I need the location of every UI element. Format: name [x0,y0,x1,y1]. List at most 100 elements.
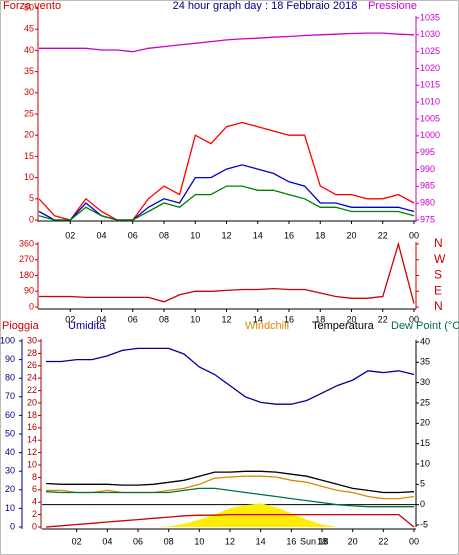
y2-tick-label: 1010 [420,97,440,107]
y2-tick-label: 1025 [420,46,440,56]
x-tick-label: 02 [65,314,75,324]
y3-tick-label: 2 [32,509,37,519]
y2-tick-label: 1035 [420,12,440,22]
y-tick-label: 0 [10,521,15,531]
y2-tick-label: E [434,283,442,297]
y-tick-label: 100 [0,335,15,345]
y3-tick-label: 12 [27,447,37,457]
y-tick-label: 45 [24,24,34,34]
y-tick-label: 0 [29,214,34,224]
x-tick-label: 20 [346,314,356,324]
y2-tick-label: -5 [420,519,428,529]
y2-tick-label: 10 [420,458,430,468]
y2-tick-label: 980 [420,198,435,208]
y3-tick-label: 16 [27,422,37,432]
line [39,241,415,304]
legend-label: Temperatura [312,320,375,332]
y2-tick-label: 25 [420,397,430,407]
y3-tick-label: 20 [27,397,37,407]
y-axis-title: Forza vento [3,0,61,12]
y-tick-label: 30 [24,87,34,97]
x-tick-label: 18 [315,230,325,240]
x-tick-label: 22 [378,230,388,240]
y3-tick-label: 24 [27,373,37,383]
x-tick-label: 18 [315,314,325,324]
x-tick-label: 22 [378,536,388,546]
y2-tick-label: W [434,252,446,266]
y3-tick-label: 18 [27,410,37,420]
line [46,347,415,405]
x-tick-label: 02 [72,536,82,546]
x-tick-label: 14 [253,230,263,240]
y-tick-label: 10 [5,503,15,513]
legend-label: Dew Point (°C [391,320,459,332]
y2-tick-label: 975 [420,214,435,224]
y3-tick-label: 10 [27,459,37,469]
y2-tick-label: 35 [420,357,430,367]
y-tick-label: 20 [5,484,15,494]
y2-tick-label: 5 [420,479,425,489]
y-tick-label: 360 [19,238,34,248]
x-tick-label: 06 [133,536,143,546]
x-tick-label: 00 [409,230,419,240]
x-tick-label: 22 [378,314,388,324]
y-tick-label: 0 [29,301,34,311]
y-tick-label: 20 [24,130,34,140]
legend-label: Umidita [68,320,106,332]
y3-tick-label: 0 [32,521,37,531]
x-tick-label: 06 [128,230,138,240]
line [39,32,415,53]
x-tick-label: 16 [284,230,294,240]
y-tick-label: 70 [5,391,15,401]
y-tick-label: 90 [24,286,34,296]
x-tick-label: 18 [317,536,327,546]
x-tick-label: 04 [96,230,106,240]
y2-tick-label: N [434,236,443,250]
x-tick-label: 00 [409,314,419,324]
line [45,470,415,494]
x-tick-label: 00 [409,536,419,546]
y-tick-label: 5 [29,193,34,203]
y2-tick-label: 985 [420,181,435,191]
x-tick-label: 16 [284,314,294,324]
y2-tick-label: 1020 [420,63,440,73]
x-tick-label: 20 [346,230,356,240]
x-tick-label: 10 [190,230,200,240]
y2-tick-label: 0 [420,499,425,509]
y2-tick-label: 20 [420,418,430,428]
x-tick-label: 06 [128,314,138,324]
y2-tick-label: 15 [420,438,430,448]
line [45,513,415,528]
y3-tick-label: 26 [27,360,37,370]
y3-tick-label: 8 [32,472,37,482]
x-tick-label: 20 [348,536,358,546]
y-tick-label: 90 [5,354,15,364]
x-tick-label: 10 [194,536,204,546]
chart-title: 24 hour graph day : 18 Febbraio 2018 [173,0,358,12]
y2-tick-label: 1030 [420,29,440,39]
y-tick-label: 60 [5,410,15,420]
y-tick-label: 270 [19,254,34,264]
y3-tick-label: 22 [27,385,37,395]
y3-tick-label: 6 [32,484,37,494]
legend-label: Pioggia [2,320,40,332]
legend-label: Windchill [245,320,289,332]
x-tick-label: 14 [256,536,266,546]
x-tick-label: 12 [225,536,235,546]
y-tick-label: 50 [5,428,15,438]
x-tick-label: 08 [159,230,169,240]
y2-tick-label: 1005 [420,113,440,123]
y2-tick-label: 40 [420,336,430,346]
line [46,475,415,500]
annotation: Sun 18 [300,536,329,546]
y-tick-label: 40 [24,45,34,55]
line [38,185,415,221]
y-tick-label: 40 [5,447,15,457]
x-tick-label: 16 [286,536,296,546]
x-tick-label: 04 [96,314,106,324]
y3-tick-label: 28 [27,348,37,358]
y-tick-label: 25 [24,108,34,118]
x-tick-label: 04 [102,536,112,546]
